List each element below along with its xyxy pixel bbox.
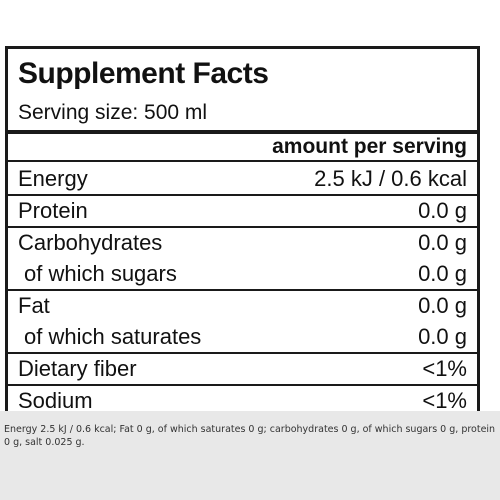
row-value: 0.0 g xyxy=(418,324,467,349)
footer-note: Energy 2.5 kJ / 0.6 kcal; Fat 0 g, of wh… xyxy=(0,411,500,500)
row-value: 0.0 g xyxy=(418,293,467,318)
facts-row-carbohydrates: Carbohydrates 0.0 g xyxy=(8,228,477,259)
row-value: <1% xyxy=(422,388,467,413)
row-label: Sodium xyxy=(18,388,93,413)
row-label: Energy xyxy=(18,166,88,191)
row-value: <1% xyxy=(422,356,467,381)
row-value: 0.0 g xyxy=(418,261,467,286)
column-header-row: amount per serving xyxy=(8,135,477,160)
facts-row-energy: Energy 2.5 kJ / 0.6 kcal xyxy=(8,164,477,195)
row-divider xyxy=(8,194,477,196)
row-label: of which sugars xyxy=(24,261,177,286)
row-label: of which saturates xyxy=(24,324,202,349)
row-divider xyxy=(8,289,477,291)
row-label: Carbohydrates xyxy=(18,230,163,255)
facts-row-fat: Fat 0.0 g xyxy=(8,291,477,322)
footer-text: Energy 2.5 kJ / 0.6 kcal; Fat 0 g, of wh… xyxy=(4,424,496,448)
facts-row-sugars: of which sugars 0.0 g xyxy=(8,259,477,290)
row-label: Protein xyxy=(18,198,88,223)
column-header-amount: amount per serving xyxy=(272,135,467,158)
row-divider xyxy=(8,352,477,354)
row-value: 0.0 g xyxy=(418,230,467,255)
facts-row-protein: Protein 0.0 g xyxy=(8,196,477,227)
supplement-facts-panel: Supplement Facts Serving size: 500 ml am… xyxy=(5,46,480,414)
row-value: 0.0 g xyxy=(418,198,467,223)
facts-row-sodium: Sodium <1% xyxy=(8,386,477,417)
facts-row-saturates: of which saturates 0.0 g xyxy=(8,322,477,353)
facts-row-dietary-fiber: Dietary fiber <1% xyxy=(8,354,477,385)
row-label: Dietary fiber xyxy=(18,356,137,381)
header-divider xyxy=(8,160,477,162)
facts-title: Supplement Facts xyxy=(18,57,269,90)
thick-divider xyxy=(8,130,477,134)
serving-size: Serving size: 500 ml xyxy=(18,101,208,124)
row-label: Fat xyxy=(18,293,50,318)
row-divider xyxy=(8,226,477,228)
row-value: 2.5 kJ / 0.6 kcal xyxy=(314,166,467,191)
row-divider xyxy=(8,384,477,386)
